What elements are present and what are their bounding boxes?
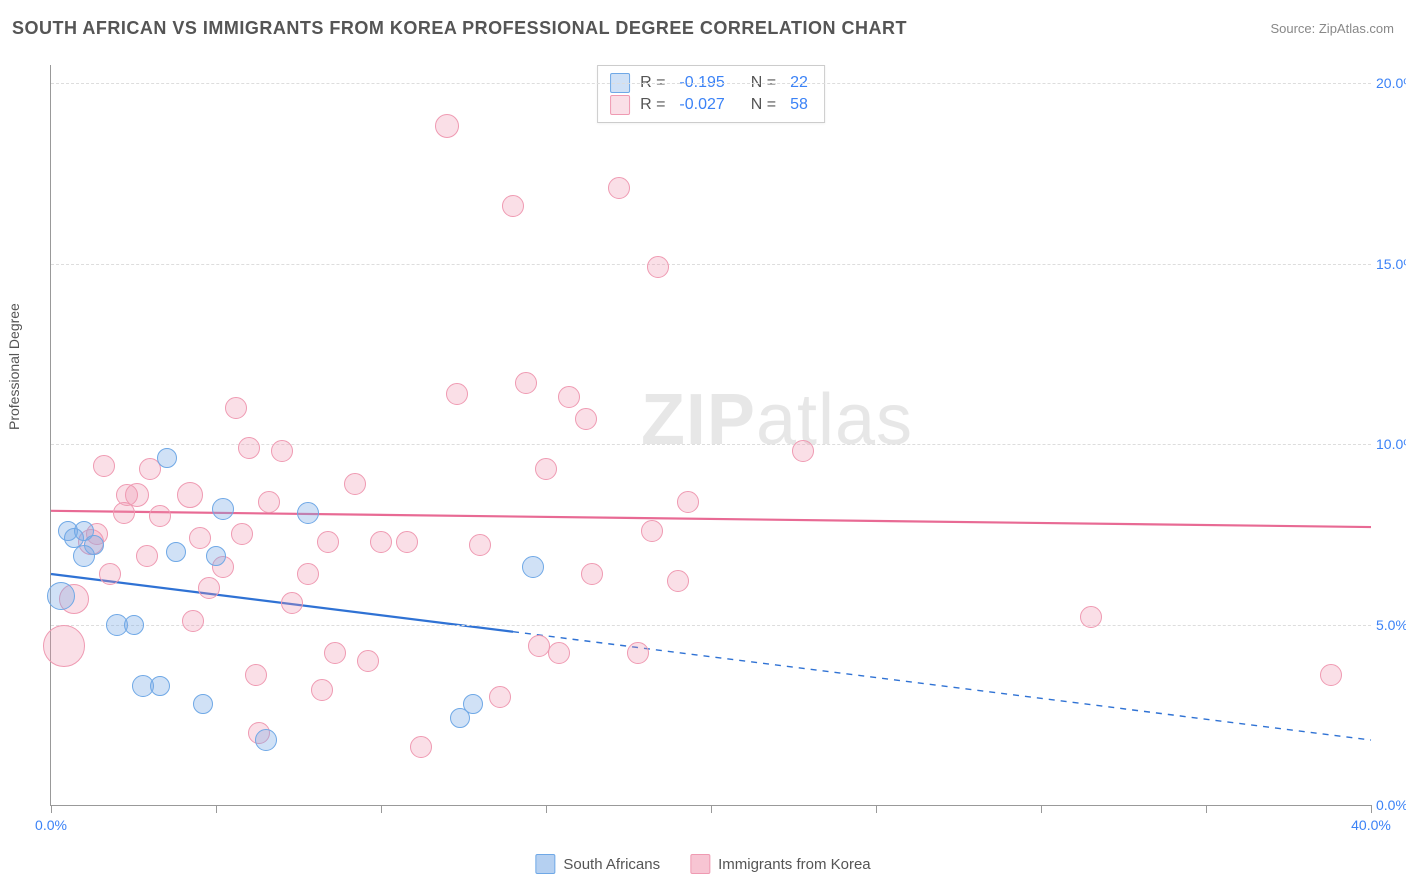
y-tick-label: 10.0% [1376,436,1406,452]
legend-label: Immigrants from Korea [718,856,871,873]
legend-label: South Africans [563,856,660,873]
data-point-immigrants_korea [177,482,203,508]
data-point-immigrants_korea [344,473,366,495]
data-point-immigrants_korea [43,625,85,667]
source-attribution: Source: ZipAtlas.com [1270,21,1394,36]
data-point-immigrants_korea [410,736,432,758]
y-tick-label: 15.0% [1376,256,1406,272]
data-point-immigrants_korea [198,577,220,599]
data-point-immigrants_korea [575,408,597,430]
legend: South Africans Immigrants from Korea [535,854,870,874]
stats-row-immigrants_korea: R = -0.027 N = 58 [610,94,812,116]
data-point-immigrants_korea [225,397,247,419]
data-point-immigrants_korea [641,520,663,542]
data-point-immigrants_korea [667,570,689,592]
y-tick-label: 0.0% [1376,797,1406,813]
y-axis-label: Professional Degree [6,303,22,430]
data-point-immigrants_korea [136,545,158,567]
data-point-immigrants_korea [558,386,580,408]
correlation-stats-box: R =-0.195N =22R =-0.027N =58 [597,65,825,123]
data-point-immigrants_korea [297,563,319,585]
legend-item: South Africans [535,854,660,874]
data-point-immigrants_korea [581,563,603,585]
data-point-south_africans [166,542,186,562]
data-point-immigrants_korea [528,635,550,657]
x-tick [1206,805,1207,813]
data-point-immigrants_korea [489,686,511,708]
data-point-south_africans [193,694,213,714]
x-tick [1371,805,1372,813]
data-point-immigrants_korea [647,256,669,278]
stat-r-label: R = [640,96,665,114]
watermark: ZIPatlas [641,379,913,461]
data-point-immigrants_korea [677,491,699,513]
data-point-immigrants_korea [271,440,293,462]
data-point-immigrants_korea [535,458,557,480]
swatch-immigrants_korea [610,95,630,115]
data-point-immigrants_korea [515,372,537,394]
data-point-south_africans [47,582,75,610]
stat-r-value: -0.027 [679,96,724,114]
legend-item: Immigrants from Korea [690,854,871,874]
data-point-immigrants_korea [396,531,418,553]
y-tick-label: 5.0% [1376,617,1406,633]
scatter-chart: ZIPatlas R =-0.195N =22R =-0.027N =58 0.… [50,65,1371,806]
data-point-immigrants_korea [469,534,491,556]
data-point-immigrants_korea [1080,606,1102,628]
data-point-south_africans [150,676,170,696]
data-point-immigrants_korea [324,642,346,664]
data-point-immigrants_korea [608,177,630,199]
y-tick-label: 20.0% [1376,75,1406,91]
data-point-immigrants_korea [792,440,814,462]
data-point-immigrants_korea [502,195,524,217]
chart-title: SOUTH AFRICAN VS IMMIGRANTS FROM KOREA P… [12,18,907,39]
data-point-immigrants_korea [125,483,149,507]
x-tick-label: 0.0% [35,817,67,833]
legend-swatch [690,854,710,874]
grid-line [51,264,1371,265]
data-point-south_africans [157,448,177,468]
data-point-immigrants_korea [149,505,171,527]
data-point-south_africans [522,556,544,578]
grid-line [51,83,1371,84]
data-point-south_africans [463,694,483,714]
data-point-immigrants_korea [311,679,333,701]
data-point-immigrants_korea [435,114,459,138]
data-point-immigrants_korea [189,527,211,549]
data-point-immigrants_korea [548,642,570,664]
x-tick [381,805,382,813]
x-tick [876,805,877,813]
x-tick [51,805,52,813]
x-tick [546,805,547,813]
legend-swatch [535,854,555,874]
grid-line [51,625,1371,626]
data-point-immigrants_korea [370,531,392,553]
stat-n-label: N = [751,96,776,114]
data-point-immigrants_korea [627,642,649,664]
data-point-immigrants_korea [231,523,253,545]
data-point-immigrants_korea [99,563,121,585]
stat-n-value: 58 [790,96,808,114]
data-point-south_africans [212,498,234,520]
data-point-south_africans [206,546,226,566]
data-point-immigrants_korea [1320,664,1342,686]
data-point-south_africans [297,502,319,524]
data-point-immigrants_korea [93,455,115,477]
trend-lines [51,65,1371,805]
data-point-immigrants_korea [238,437,260,459]
x-tick [216,805,217,813]
data-point-immigrants_korea [281,592,303,614]
data-point-south_africans [73,545,95,567]
data-point-immigrants_korea [357,650,379,672]
x-tick [1041,805,1042,813]
x-tick [711,805,712,813]
data-point-immigrants_korea [182,610,204,632]
data-point-immigrants_korea [317,531,339,553]
data-point-immigrants_korea [258,491,280,513]
data-point-immigrants_korea [446,383,468,405]
data-point-south_africans [124,615,144,635]
data-point-immigrants_korea [245,664,267,686]
x-tick-label: 40.0% [1351,817,1391,833]
data-point-south_africans [255,729,277,751]
